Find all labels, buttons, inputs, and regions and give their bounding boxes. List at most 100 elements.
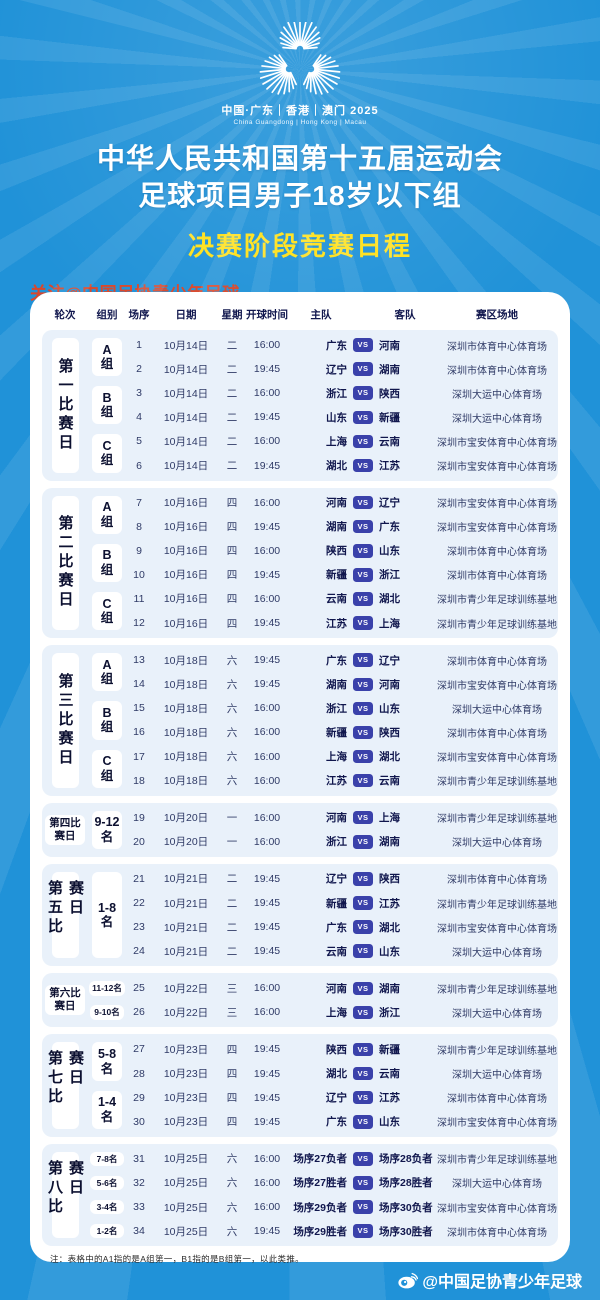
vs-badge: VS — [353, 386, 373, 400]
weibo-icon — [398, 1272, 419, 1288]
vs-badge: VS — [353, 616, 373, 630]
home-team: 场序29负者 — [293, 1201, 347, 1214]
kickoff-time: 19:45 — [253, 1091, 281, 1104]
kickoff-time: 16:00 — [253, 811, 281, 824]
match-date: 10月18日 — [163, 726, 209, 739]
match-number: 10 — [133, 568, 145, 581]
match-number: 26 — [133, 1006, 145, 1019]
home-team: 上海 — [326, 751, 347, 764]
match-weekday: 二 — [226, 921, 238, 934]
match-weekday: 六 — [226, 1201, 238, 1214]
away-team: 江苏 — [379, 460, 400, 473]
away-team: 陕西 — [379, 873, 400, 886]
match-number: 27 — [133, 1043, 145, 1056]
vs-badge: VS — [353, 338, 373, 352]
kickoff-time: 19:45 — [253, 921, 281, 934]
kickoff-time: 16:00 — [253, 702, 281, 715]
home-team: 江苏 — [326, 617, 347, 630]
venue: 深圳市体育中心体育场 — [447, 1227, 547, 1239]
vs-cell: VS — [352, 592, 374, 606]
home-team: 场序29胜者 — [293, 1225, 347, 1238]
away-team: 浙江 — [379, 569, 400, 582]
away-team: 湖北 — [379, 593, 400, 606]
match-date: 10月14日 — [163, 460, 209, 473]
venue: 深圳市体育中心体育场 — [447, 1094, 547, 1106]
home-team: 山东 — [326, 411, 347, 424]
match-weekday: 二 — [226, 460, 238, 473]
match-date: 10月16日 — [163, 545, 209, 558]
group-label-line1: A — [102, 342, 112, 357]
venue: 深圳市宝安体育中心体育场 — [437, 1203, 557, 1215]
group-label-line1: B — [102, 548, 112, 563]
col-header-venue: 赛区场地 — [476, 308, 518, 321]
match-date: 10月18日 — [163, 775, 209, 788]
schedule-section-2: 第二比赛日 A 组 7 10月16日四 16:00 河南 VS 辽宁 深圳市宝安体育中心体育场 8 1… — [42, 487, 558, 639]
match-date: 10月25日 — [163, 1201, 209, 1214]
kickoff-time: 16:00 — [253, 1006, 281, 1019]
vs-cell: VS — [352, 920, 374, 934]
match-number: 1 — [136, 339, 142, 352]
vs-badge: VS — [353, 458, 373, 473]
home-team: 辽宁 — [326, 363, 347, 376]
group-label-line2: 名 — [100, 1061, 114, 1076]
vs-cell: VS — [352, 1090, 374, 1105]
match-number: 14 — [133, 678, 145, 691]
home-team: 新疆 — [326, 897, 347, 910]
home-team: 湖北 — [326, 460, 347, 473]
col-header-away: 客队 — [394, 308, 416, 321]
vs-badge: VS — [353, 872, 373, 886]
match-date: 10月16日 — [163, 521, 209, 534]
venue: 深圳市青少年足球训练基地 — [437, 814, 557, 826]
group-label-line2: 组 — [100, 611, 114, 626]
match-weekday: 四 — [226, 545, 238, 558]
kickoff-time: 16:00 — [253, 726, 281, 739]
group-label-line2: 组 — [100, 514, 114, 529]
group-label-line1: 5-8 — [97, 1047, 117, 1062]
vs-badge: VS — [353, 701, 373, 716]
home-team: 辽宁 — [326, 1092, 347, 1105]
group-label: 1-8 名 — [92, 871, 122, 959]
away-team: 山东 — [379, 945, 400, 958]
away-team: 河南 — [379, 678, 400, 691]
match-date: 10月18日 — [163, 751, 209, 764]
away-team: 湖南 — [379, 982, 400, 995]
match-date: 10月20日 — [163, 812, 209, 825]
venue: 深圳大运中心体育场 — [452, 1070, 542, 1082]
national-games-emblem-icon — [259, 22, 341, 95]
away-team: 河南 — [379, 339, 400, 352]
match-number: 23 — [133, 921, 145, 934]
venue: 深圳市青少年足球训练基地 — [437, 984, 557, 996]
match-date: 10月25日 — [163, 1153, 209, 1166]
kickoff-time: 16:00 — [253, 435, 281, 448]
vs-badge: VS — [353, 1115, 373, 1129]
group-label-line1: C — [102, 754, 112, 769]
vs-badge: VS — [353, 410, 373, 425]
match-date: 10月14日 — [163, 411, 209, 424]
group-label-line2: 组 — [100, 405, 114, 420]
home-team: 上海 — [326, 435, 347, 448]
match-weekday: 一 — [226, 812, 238, 825]
match-number: 29 — [133, 1091, 145, 1104]
venue: 深圳市宝安体育中心体育场 — [437, 1118, 557, 1130]
match-date: 10月21日 — [163, 921, 209, 934]
vs-cell: VS — [352, 362, 374, 376]
venue: 深圳大运中心体育场 — [452, 389, 542, 401]
match-weekday: 四 — [226, 617, 238, 630]
match-date: 10月25日 — [163, 1225, 209, 1238]
match-number: 7 — [136, 496, 142, 509]
table-header-row: 轮次 组别 场序 日期 星期 开球时间 主队 客队 赛区场地 — [42, 298, 558, 330]
vs-badge: VS — [353, 544, 373, 558]
home-team: 云南 — [326, 945, 347, 958]
match-date: 10月16日 — [163, 497, 209, 510]
vs-cell: VS — [352, 981, 374, 996]
match-weekday: 四 — [226, 1116, 238, 1129]
match-date: 10月14日 — [163, 363, 209, 376]
vs-badge: VS — [353, 920, 373, 934]
emblem-caption-cn: 中国·广东｜香港｜澳门 2025 — [221, 105, 379, 117]
match-date: 10月14日 — [163, 339, 209, 352]
vs-cell: VS — [352, 519, 374, 534]
venue: 深圳市宝安体育中心体育场 — [437, 923, 557, 935]
